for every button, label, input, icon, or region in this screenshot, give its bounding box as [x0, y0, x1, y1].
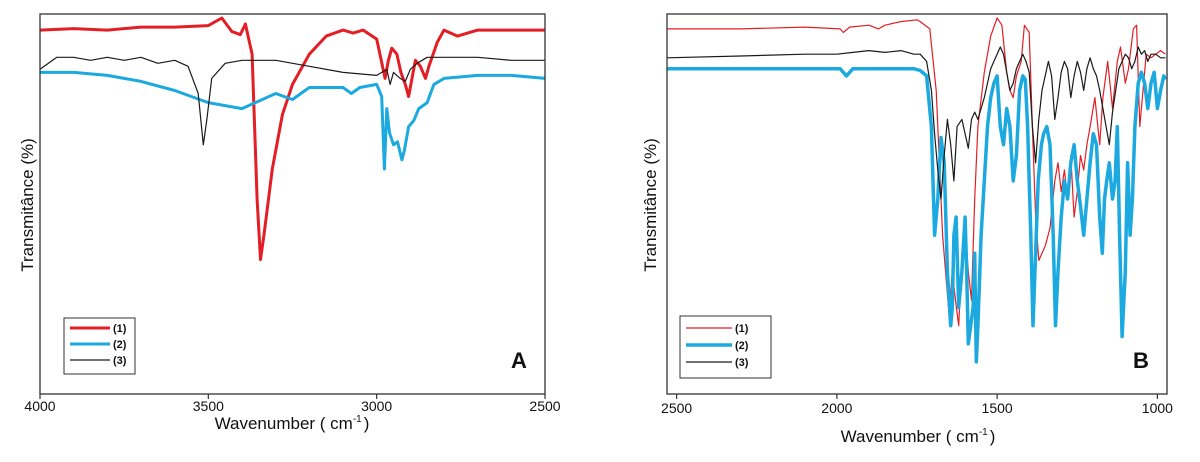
panel-b: 2500 2000 1500 1000 Wavenumber ( cm-1) Tran… [641, 13, 1173, 446]
panel-b-series [666, 17, 1167, 364]
panel-b-x-axis-label: Wavenumber ( cm-1) [841, 427, 996, 446]
panel-a-y-axis-label: Transmitânce (%) [18, 138, 37, 272]
panel-a-x-tick-label-4000: 4000 [24, 398, 55, 414]
panel-b-legend-items: (1) (2) (3) [686, 323, 749, 369]
panel-a-label: A [511, 348, 527, 373]
panel-b-y-axis-label: Transmitânce (%) [641, 138, 660, 272]
panel-a-plot-frame [39, 13, 546, 395]
panel-a-legend-label-2: (2) [113, 339, 127, 351]
panel-a-legend-items: (1) (2) (3) [70, 323, 127, 367]
panel-b-series-2-line [667, 66, 1167, 364]
panel-b-legend-label-2: (2) [735, 340, 749, 352]
panel-a-ticks: 4000 3500 3000 2500 [24, 394, 561, 414]
panel-b-series-1-line [667, 17, 1166, 327]
panel-a-series [39, 16, 546, 262]
panel-b-legend-label-1: (1) [735, 323, 749, 335]
panel-b-x-tick-label-1500: 1500 [982, 400, 1013, 416]
panel-a-series-1-line [39, 16, 545, 262]
panel-a-legend-label-1: (1) [113, 323, 127, 335]
panel-b-series-3-line [666, 46, 1166, 200]
panel-a-x-tick-label-3000: 3000 [361, 398, 392, 414]
panel-b-x-tick-label-2000: 2000 [821, 400, 852, 416]
panel-b-legend-label-3: (3) [735, 357, 749, 369]
panel-a: 4000 3500 3000 2500 Wavenumber ( cm-1) Tran… [18, 13, 561, 433]
panel-b-plot-frame [666, 13, 1168, 395]
panel-a-series-2-line [40, 70, 546, 171]
panel-a-series-3-line [39, 56, 545, 146]
panel-b-legend: (1) (2) (3) [679, 315, 772, 379]
panel-a-x-axis-label: Wavenumber ( cm-1) [215, 414, 370, 433]
panel-b-x-tick-label-2500: 2500 [661, 400, 692, 416]
panel-a-legend-label-3: (3) [113, 355, 127, 367]
panel-a-legend: (1) (2) (3) [63, 317, 136, 375]
panel-b-ticks: 2500 2000 1500 1000 [661, 394, 1173, 416]
panel-a-x-tick-label-2500: 2500 [529, 398, 560, 414]
panel-a-x-tick-label-3500: 3500 [193, 398, 224, 414]
panel-b-legend-box [679, 315, 772, 379]
panel-b-label: B [1133, 348, 1149, 373]
panel-b-x-tick-label-1000: 1000 [1142, 400, 1173, 416]
